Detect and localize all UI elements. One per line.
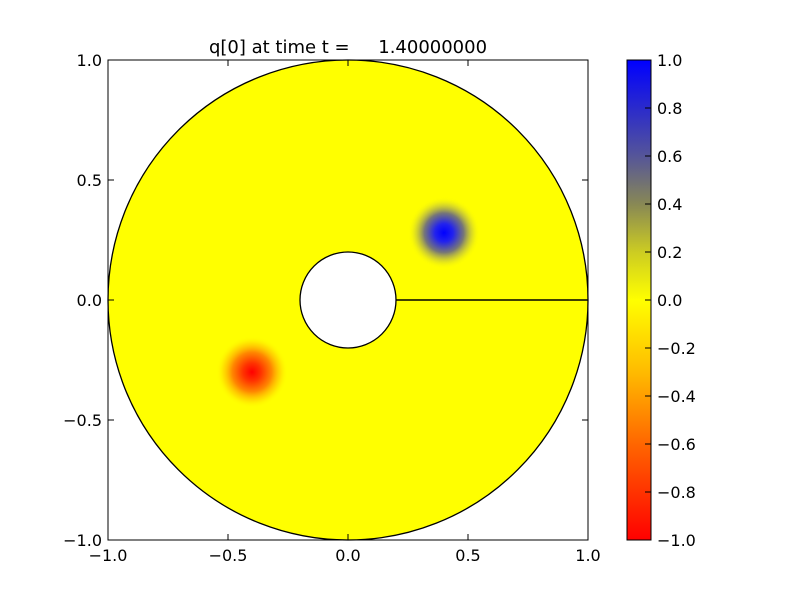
y-tick-label: 0.5 — [77, 171, 102, 190]
colorbar-tick: −0.8 — [645, 483, 696, 502]
colorbar-ticks: −1.0 −0.8 −0.6 −0.4 −0.2 0.0 0.2 0.4 0.6 0.8 1.0 — [645, 51, 696, 550]
colorbar-tick: −0.4 — [645, 387, 696, 406]
x-tick: 0.5 — [455, 60, 481, 565]
colorbar-tick-label: 0.0 — [657, 291, 682, 310]
colorbar-tick-label: −0.4 — [657, 387, 696, 406]
blob-layer — [208, 189, 488, 416]
x-tick-label: 0.0 — [335, 546, 360, 565]
y-tick: −0.5 — [63, 411, 588, 430]
colorbar-tick: −0.6 — [645, 435, 696, 454]
x-axis-ticks: −1.0 −0.5 0.0 0.5 1.0 — [89, 60, 601, 565]
y-tick-label: 1.0 — [77, 51, 102, 70]
y-tick-label: −0.5 — [63, 411, 102, 430]
x-tick-label: −1.0 — [89, 546, 128, 565]
colorbar-tick-label: −0.2 — [657, 339, 696, 358]
y-tick-label: −1.0 — [63, 531, 102, 550]
x-tick: 0.0 — [335, 60, 361, 565]
y-axis-ticks: −1.0 −0.5 0.0 0.5 1.0 — [63, 51, 588, 550]
colorbar-tick-label: 0.8 — [657, 99, 682, 118]
chart-title: q[0] at time t = 1.40000000 — [209, 37, 487, 58]
colorbar: −1.0 −0.8 −0.6 −0.4 −0.2 0.0 0.2 0.4 0.6 0.8 1.0 — [626, 51, 696, 550]
x-tick-label: −0.5 — [209, 546, 248, 565]
inner-boundary — [299, 251, 397, 349]
y-tick: 0.5 — [77, 171, 588, 190]
colorbar-tick: −0.2 — [645, 339, 696, 358]
x-tick: 1.0 — [575, 60, 601, 565]
colorbar-tick: 0.4 — [645, 195, 682, 214]
colorbar-tick: −1.0 — [645, 531, 696, 550]
y-tick: 0.0 — [77, 291, 588, 310]
colorbar-tick: 0.8 — [645, 99, 682, 118]
y-tick: 1.0 — [77, 51, 588, 70]
positive-blob — [400, 189, 488, 277]
colorbar-tick: 0.0 — [645, 291, 682, 310]
colorbar-tick: 0.6 — [645, 147, 682, 166]
colorbar-tick-label: 0.2 — [657, 243, 682, 262]
colorbar-tick-label: 0.6 — [657, 147, 682, 166]
colorbar-tick: 0.2 — [645, 243, 682, 262]
colorbar-tick: 1.0 — [645, 51, 682, 70]
x-tick: −1.0 — [89, 60, 128, 565]
x-tick-label: 0.5 — [455, 546, 480, 565]
x-tick: −0.5 — [209, 60, 248, 565]
colorbar-tick-label: 1.0 — [657, 51, 682, 70]
colorbar-tick-label: 0.4 — [657, 195, 682, 214]
y-tick-label: 0.0 — [77, 291, 102, 310]
y-tick: −1.0 — [63, 531, 588, 550]
colorbar-tick-label: −0.8 — [657, 483, 696, 502]
x-tick-label: 1.0 — [575, 546, 600, 565]
colorbar-tick-label: −1.0 — [657, 531, 696, 550]
colorbar-tick-label: −0.6 — [657, 435, 696, 454]
plot-area: −1.0 −0.5 0.0 0.5 1.0 −1.0 −0.5 0.0 0.5 1.0 — [63, 51, 601, 565]
negative-blob — [208, 328, 296, 416]
